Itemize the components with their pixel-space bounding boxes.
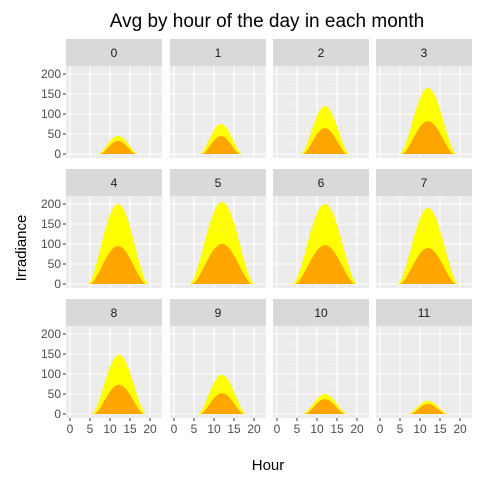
x-tick-label: 10 [413,422,427,436]
y-tick-label: 100 [41,107,61,121]
facet-strip [273,169,369,196]
facet-panel-9: 9 [170,299,266,418]
y-tick-label: 50 [48,127,62,141]
area-upper [398,208,458,284]
y-tick-label: 150 [41,87,61,101]
facet-strip [66,169,162,196]
y-tick-label: 100 [41,237,61,251]
facet-strip-label: 3 [421,46,428,60]
x-tick-label: 15 [227,422,241,436]
facet-strip-label: 10 [314,306,328,320]
y-tick-label: 100 [41,367,61,381]
x-tick-label: 5 [87,422,94,436]
facet-strip [66,39,162,66]
x-tick-label: 20 [453,422,467,436]
area-lower [200,393,244,414]
area-upper [88,204,148,284]
x-tick-label: 0 [171,422,178,436]
x-tick-label: 20 [247,422,261,436]
y-tick-label: 200 [41,197,61,211]
chart-title: Avg by hour of the day in each month [110,11,424,32]
facet-strip-label: 0 [111,46,118,60]
area-lower [202,136,240,154]
x-tick-label: 15 [123,422,137,436]
facet-strip [170,39,266,66]
facet-panel-8: 8 0 50 100 150 200 [41,299,162,421]
facet-panel-4: 4 0 50 100 150 200 [41,169,162,291]
facet-strip-label: 5 [215,176,222,190]
facet-strip-label: 6 [318,176,325,190]
x-tick-label: 10 [207,422,221,436]
area-lower [90,246,146,284]
y-tick-label: 0 [54,147,61,161]
x-tick-label: 0 [377,422,384,436]
facet-strip-label: 7 [421,176,428,190]
x-tick-label: 10 [103,422,117,436]
area-lower [402,121,454,154]
facet-panel-11: 11 [376,299,472,418]
y-tick-label: 50 [48,387,62,401]
facet-panels: 0 0 50 100 150 200 1 2 3 4 0 50 100 150 200 5 6 7 8 0 50 100 1… [41,39,472,421]
x-tick-label: 0 [67,422,74,436]
facet-strip [170,169,266,196]
y-tick-label: 200 [41,327,61,341]
area-lower [192,244,252,284]
area-lower [100,140,136,154]
facet-strip [273,299,369,326]
area-lower [303,128,347,154]
y-axis-title: Irradiance [13,215,30,282]
facet-strip [273,39,369,66]
x-tick-label: 15 [433,422,447,436]
facet-strip [376,169,472,196]
x-tick-label: 0 [274,422,281,436]
area-lower [410,404,446,414]
facet-strip-label: 8 [111,306,118,320]
area-lower [305,399,345,414]
facet-strip-label: 9 [215,306,222,320]
x-tick-label: 15 [330,422,344,436]
facet-panel-10: 10 [273,299,369,418]
facet-strip-label: 2 [318,46,325,60]
x-tick-label: 5 [191,422,198,436]
facet-strip [66,299,162,326]
y-tick-label: 150 [41,217,61,231]
facet-panel-1: 1 [170,39,266,158]
facet-panel-3: 3 [376,39,472,158]
area-lower [295,245,355,284]
facet-strip-label: 11 [418,306,431,320]
facet-panel-5: 5 [170,169,266,288]
facet-strip [170,299,266,326]
x-tick-label: 10 [310,422,324,436]
x-tick-label: 5 [294,422,301,436]
area-lower [94,384,144,414]
facet-panel-2: 2 [273,39,369,158]
x-axis: 0 5 10 15 20 0 5 10 15 20 0 5 10 15 20 0 5 10 15 20 [67,418,467,436]
x-tick-label: 20 [350,422,364,436]
facet-panel-6: 6 [273,169,369,288]
x-axis-title: Hour [252,457,285,474]
facet-strip [376,299,472,326]
y-tick-label: 50 [48,257,62,271]
facet-panel-0: 0 0 50 100 150 200 [41,39,162,161]
area-lower [400,248,456,284]
facet-strip [376,39,472,66]
y-tick-label: 150 [41,347,61,361]
x-tick-label: 20 [143,422,157,436]
y-tick-label: 200 [41,67,61,81]
y-tick-label: 0 [54,407,61,421]
x-tick-label: 5 [397,422,404,436]
facet-strip-label: 1 [215,46,222,60]
facet-panel-7: 7 [376,169,472,288]
y-tick-label: 0 [54,277,61,291]
facet-strip-label: 4 [111,176,118,190]
